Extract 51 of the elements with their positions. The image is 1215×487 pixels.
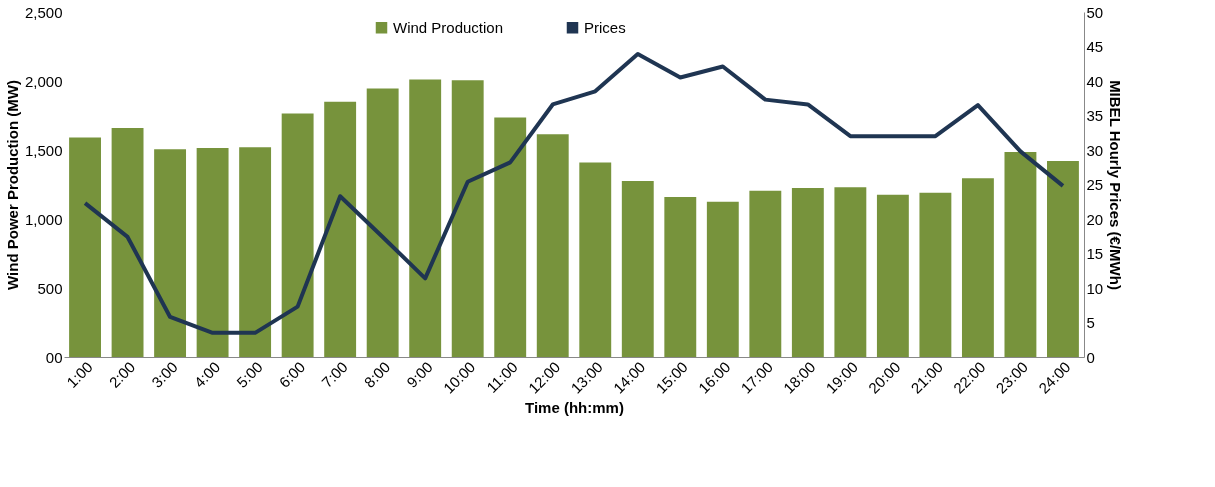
y2-tick-label: 25 <box>1086 176 1104 193</box>
x-tick-label: 9:00 <box>403 358 436 391</box>
y2-tick-label: 10 <box>1086 279 1104 297</box>
x-tick-label: 7:00 <box>318 358 351 391</box>
bar <box>706 201 739 357</box>
bar <box>196 147 229 357</box>
x-tick-label: 4:00 <box>190 358 224 391</box>
legend-label: Wind Production <box>393 18 504 36</box>
bar <box>281 113 314 357</box>
line-series <box>83 52 1065 335</box>
bar <box>366 88 399 357</box>
legend-label: Prices <box>584 18 626 36</box>
bar <box>324 101 357 357</box>
y2-tick-label: 45 <box>1086 38 1104 55</box>
bar <box>69 137 101 357</box>
bar <box>664 196 697 357</box>
y-tick-label: 1,500 <box>24 141 63 159</box>
bar <box>749 190 782 357</box>
y2-tick-label: 50 <box>1086 3 1104 21</box>
bar <box>834 187 867 357</box>
bar <box>1047 161 1079 357</box>
bar <box>791 187 824 357</box>
x-tick-label: 6:00 <box>275 358 309 391</box>
y2-axis-title: MIBEL Hourly Prices (€/MWh) <box>1107 80 1125 290</box>
bar <box>536 134 569 357</box>
y-tick-label: 1,000 <box>24 210 63 228</box>
y-tick-label: 500 <box>37 279 63 297</box>
y2-tick-label: 0 <box>1086 348 1095 366</box>
y-tick-label: 2,500 <box>24 3 63 21</box>
y2-tick-label: 30 <box>1086 141 1104 159</box>
bar <box>1004 152 1037 357</box>
x-axis-title: Time (hh:mm) <box>525 398 624 416</box>
y2-tick-label: 35 <box>1086 107 1104 124</box>
bar <box>621 181 654 357</box>
bar <box>409 79 442 357</box>
y2-tick-label: 40 <box>1086 72 1104 90</box>
y-axis-title: Wind Power Production (MW) <box>3 80 21 290</box>
y-tick-label: 00 <box>45 348 63 366</box>
bar <box>154 149 187 357</box>
bar <box>961 178 994 357</box>
y2-tick-label: 5 <box>1086 314 1095 331</box>
bar <box>876 194 909 357</box>
bar <box>919 192 952 357</box>
bar <box>451 80 484 357</box>
bar <box>111 127 144 357</box>
bar <box>494 117 527 357</box>
bar <box>239 147 272 357</box>
y2-tick-label: 15 <box>1086 245 1104 262</box>
y2-tick-label: 20 <box>1086 210 1104 228</box>
y-tick-label: 2,000 <box>24 72 63 90</box>
bar <box>579 162 612 357</box>
